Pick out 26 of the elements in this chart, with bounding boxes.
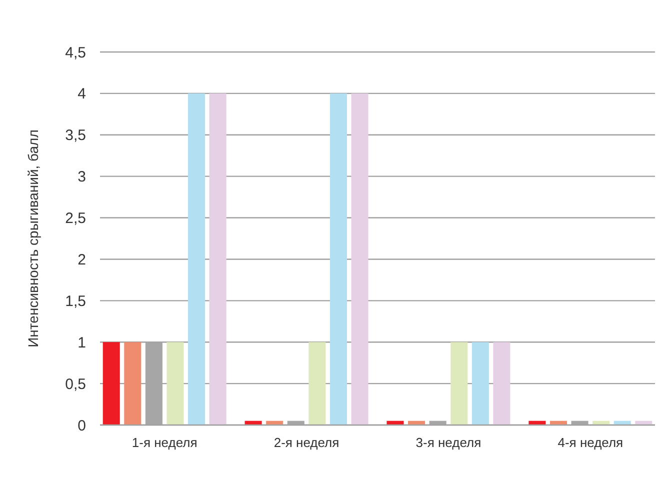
x-tick-label: 2-я неделя: [274, 435, 340, 450]
bar: [330, 93, 347, 425]
y-tick-label: 4: [78, 86, 86, 103]
x-tick-label: 1-я неделя: [132, 435, 198, 450]
y-tick-label: 4,5: [65, 44, 86, 62]
bar: [209, 93, 226, 425]
bar: [124, 342, 142, 425]
bar: [188, 93, 206, 425]
bar: [351, 93, 368, 425]
y-tick-label: 2,5: [65, 210, 86, 228]
y-tick-label: 0: [78, 417, 86, 434]
x-tick-label: 4-я неделя: [558, 435, 624, 450]
y-tick-label: 1,5: [65, 292, 86, 310]
bar: [308, 342, 326, 425]
y-tick-label: 0,5: [65, 376, 86, 393]
y-tick-label: 1: [78, 334, 86, 352]
bar: [166, 342, 184, 425]
bar: [493, 342, 510, 425]
y-axis-title: Интенсивность срыгиваний, балл: [25, 130, 41, 348]
bar: [472, 342, 489, 425]
y-tick-label: 2: [78, 251, 86, 268]
bar: [450, 342, 468, 425]
bar: [102, 342, 120, 425]
x-tick-label: 3-я неделя: [416, 435, 482, 450]
y-tick-label: 3: [78, 168, 86, 186]
y-tick-label: 3,5: [65, 127, 86, 144]
